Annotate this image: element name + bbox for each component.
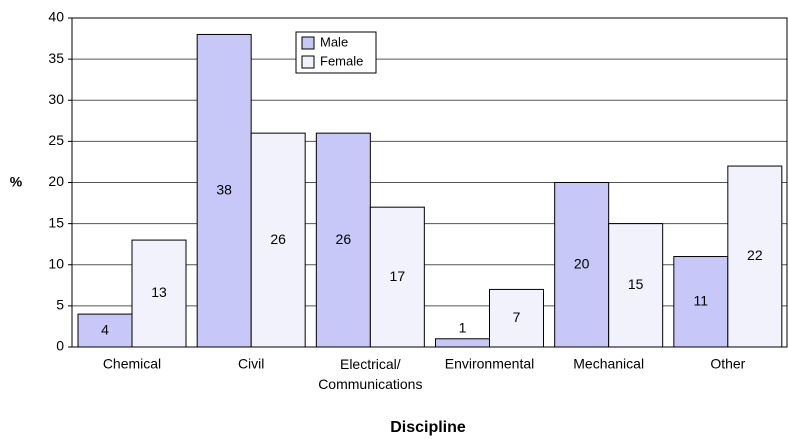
bar xyxy=(250,132,306,348)
bar xyxy=(369,206,425,348)
bar xyxy=(315,132,371,348)
legend-swatch xyxy=(301,55,315,69)
bar xyxy=(131,239,187,348)
y-tick-label: 40 xyxy=(48,9,64,25)
y-tick-label: 10 xyxy=(48,255,64,271)
bar xyxy=(727,165,783,348)
data-label: 11 xyxy=(694,292,709,308)
bar xyxy=(435,338,490,348)
x-axis-title: Discipline xyxy=(390,419,466,436)
x-tick-label: Environmental xyxy=(445,356,535,372)
bar xyxy=(608,223,664,348)
data-label: 26 xyxy=(270,231,286,247)
x-tick-label: Mechanical xyxy=(573,356,644,372)
y-tick-label: 0 xyxy=(56,338,64,354)
legend-label: Female xyxy=(320,53,363,68)
data-label: 7 xyxy=(513,309,521,325)
x-tick-label: Chemical xyxy=(103,356,161,372)
x-tick-label-line: Electrical/ xyxy=(340,356,401,372)
y-tick-label: 5 xyxy=(56,297,64,313)
data-label: 4 xyxy=(101,321,109,337)
x-tick-label: Civil xyxy=(238,356,264,372)
data-label: 13 xyxy=(151,284,167,300)
bar xyxy=(489,288,544,348)
bar xyxy=(554,182,610,348)
data-label: 17 xyxy=(390,268,406,284)
y-tick-label: 15 xyxy=(48,214,64,230)
x-tick-label: Electrical/Communications xyxy=(318,356,422,392)
y-tick-label: 30 xyxy=(48,91,64,107)
y-tick-label: 20 xyxy=(48,173,64,189)
legend-label: Male xyxy=(320,34,348,49)
y-tick-label: 35 xyxy=(48,50,64,66)
plot-frame xyxy=(71,17,788,348)
y-tick-label: 25 xyxy=(48,132,64,148)
data-label: 20 xyxy=(574,255,590,271)
x-tick-label-line: Communications xyxy=(318,376,422,392)
data-label: 15 xyxy=(628,276,644,292)
data-label: 26 xyxy=(336,231,352,247)
bar xyxy=(673,256,729,348)
y-axis-title: % xyxy=(10,174,23,190)
data-label: 1 xyxy=(459,319,467,335)
bar xyxy=(196,33,252,348)
data-label: 38 xyxy=(216,181,232,197)
x-tick-label: Other xyxy=(710,356,745,372)
data-label: 22 xyxy=(747,247,763,263)
legend-swatch xyxy=(301,36,315,50)
